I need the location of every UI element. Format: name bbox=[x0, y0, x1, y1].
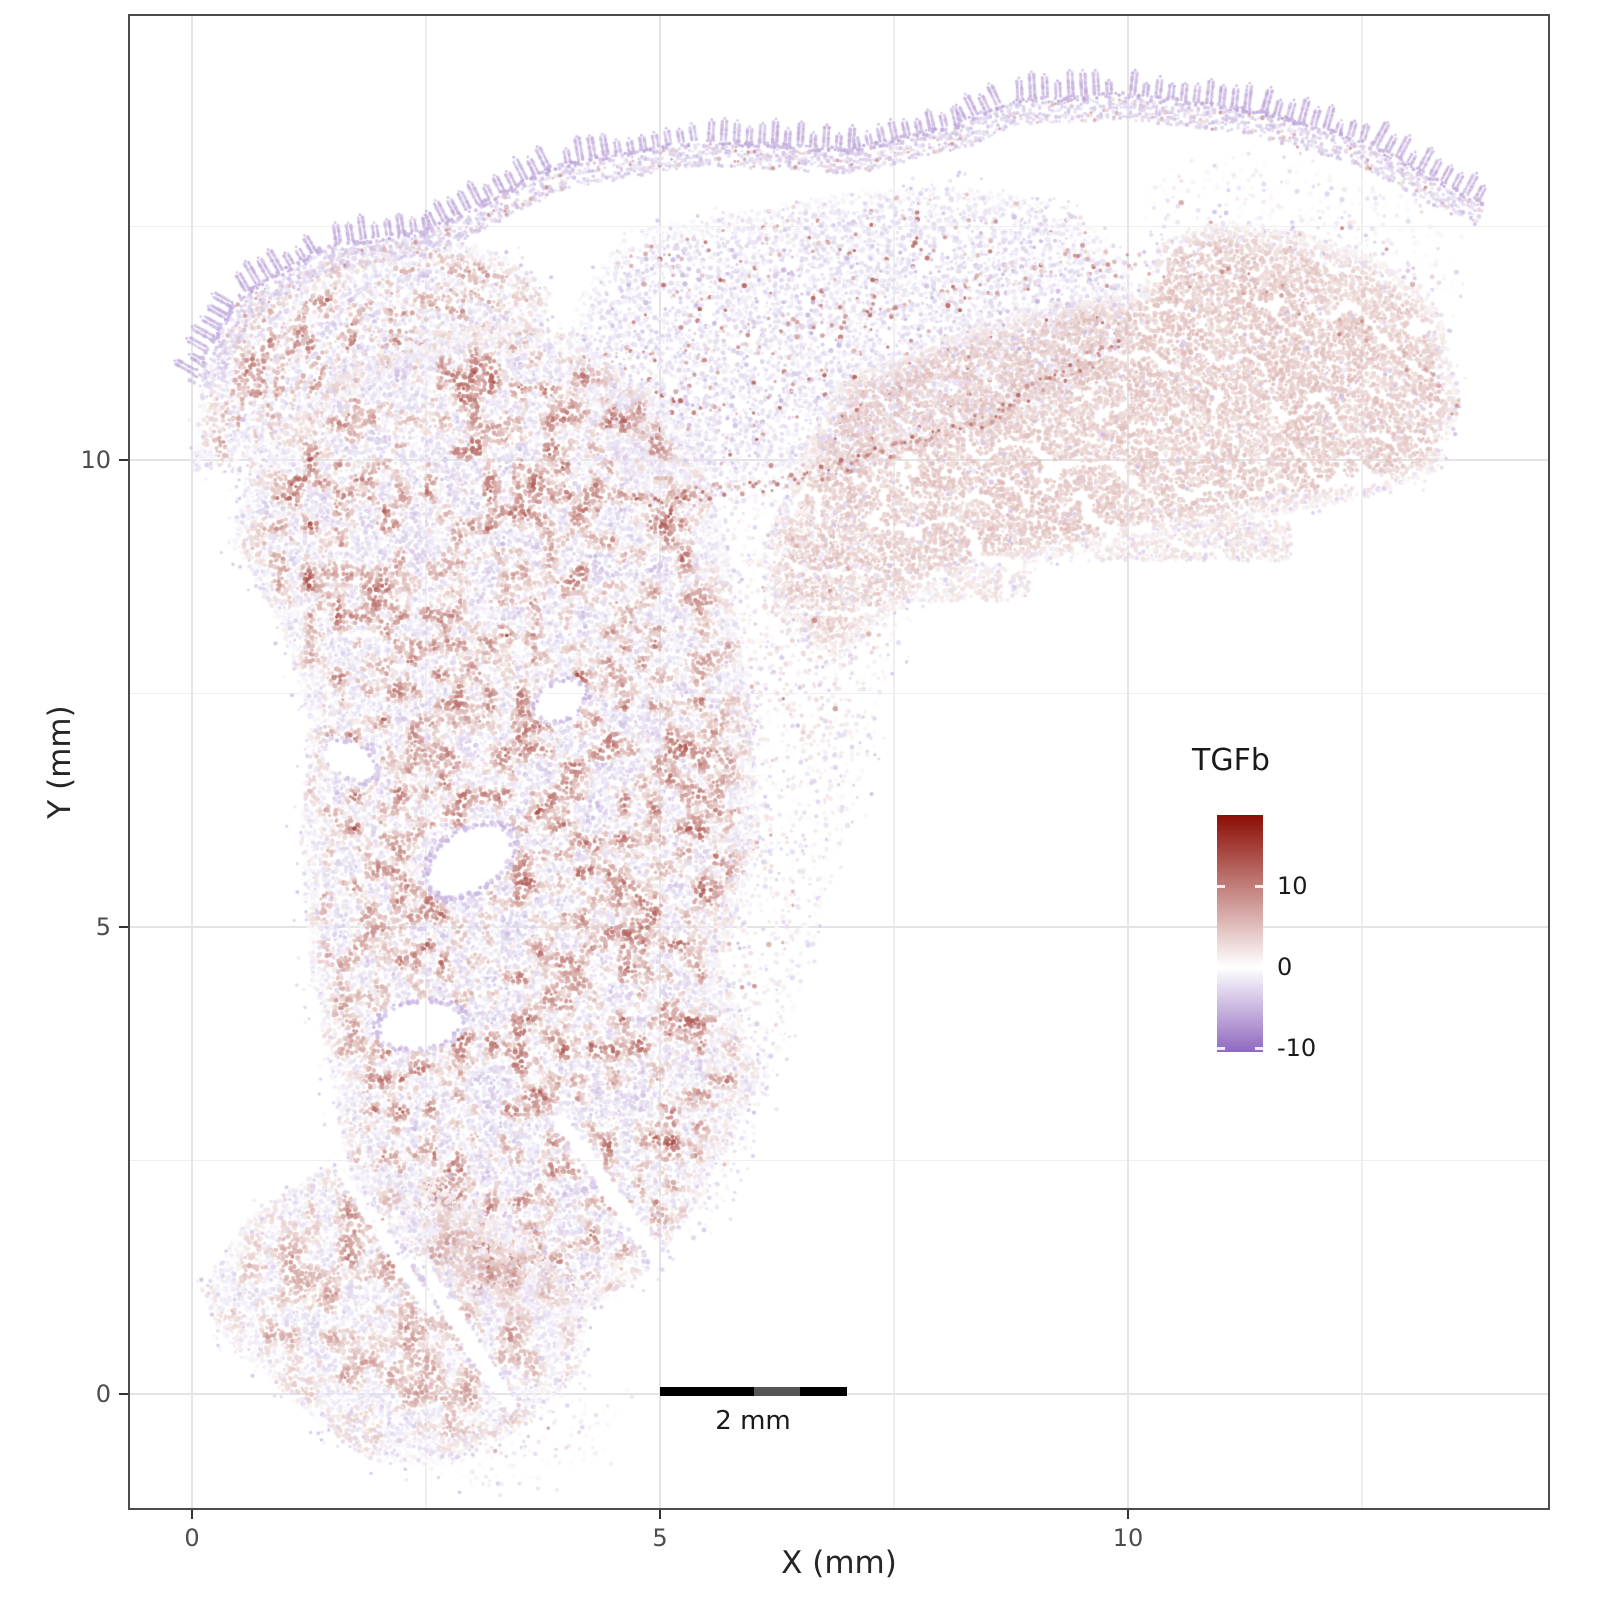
y-tick-mark bbox=[119, 926, 128, 928]
x-tick-label: 0 bbox=[184, 1524, 200, 1552]
colorbar-tick-dash bbox=[1255, 884, 1263, 888]
y-tick-mark bbox=[119, 459, 128, 461]
colorbar-tick-dash bbox=[1255, 965, 1263, 969]
y-tick-mark bbox=[119, 1393, 128, 1395]
y-tick-label: 5 bbox=[95, 913, 111, 941]
legend-colorbar bbox=[1217, 815, 1263, 1052]
x-tick-mark bbox=[1127, 1510, 1129, 1519]
colorbar-tick-dash bbox=[1217, 1046, 1225, 1050]
scale-bar-segment bbox=[753, 1386, 801, 1396]
x-tick-mark bbox=[659, 1510, 661, 1519]
scale-bar-segment bbox=[800, 1386, 848, 1396]
x-tick-mark bbox=[191, 1510, 193, 1519]
colorbar-tick-label: 10 bbox=[1277, 872, 1308, 901]
plot-panel bbox=[128, 14, 1550, 1510]
colorbar-tick-dash bbox=[1217, 884, 1225, 888]
x-tick-label: 5 bbox=[652, 1524, 668, 1552]
legend-title: TGFb bbox=[1192, 743, 1270, 778]
y-tick-label: 10 bbox=[80, 446, 111, 474]
tissue-scatter-canvas bbox=[130, 16, 1548, 1508]
x-axis-title: X (mm) bbox=[781, 1545, 897, 1581]
colorbar-tick-label: 0 bbox=[1277, 953, 1293, 982]
scale-bar-segment bbox=[660, 1386, 754, 1396]
x-tick-label: 10 bbox=[1112, 1524, 1144, 1552]
scale-bar-label: 2 mm bbox=[715, 1406, 791, 1436]
y-axis-title: Y (mm) bbox=[42, 705, 78, 819]
y-tick-label: 0 bbox=[95, 1380, 111, 1408]
colorbar-tick-dash bbox=[1217, 965, 1225, 969]
colorbar-tick-label: -10 bbox=[1277, 1034, 1317, 1062]
colorbar-tick-dash bbox=[1255, 1046, 1263, 1050]
